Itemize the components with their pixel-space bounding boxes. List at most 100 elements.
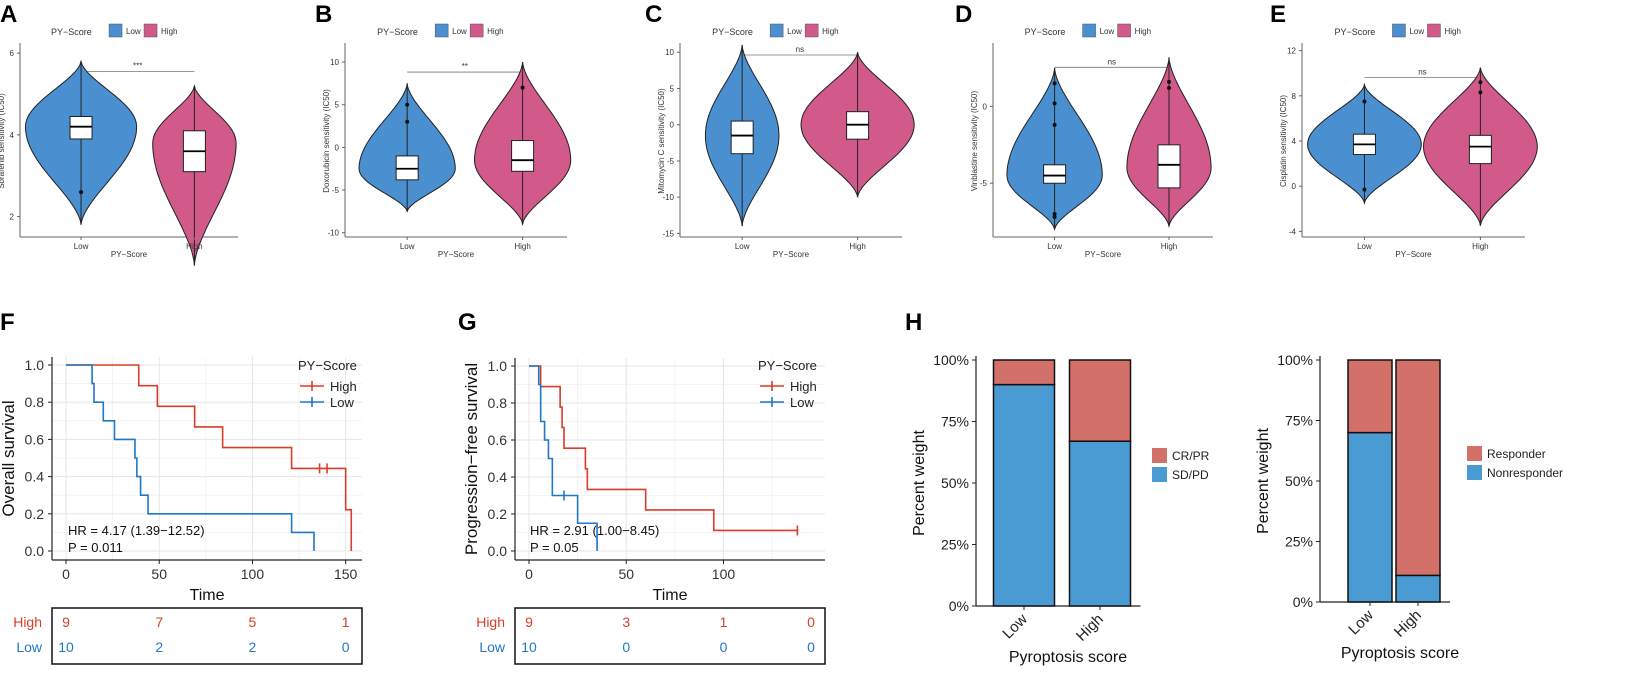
x-tick-label: 150 — [334, 566, 358, 582]
significance-label: ns — [1418, 68, 1426, 77]
legend-label: Low — [790, 395, 814, 410]
x-tick-label: 50 — [618, 566, 634, 582]
panel-label: A — [0, 1, 17, 28]
km-curve-low — [529, 365, 598, 551]
legend-high-label: High — [822, 27, 838, 36]
box-high — [511, 140, 535, 172]
x-tick-label: 100 — [712, 566, 736, 582]
y-tick-label: -15 — [662, 229, 674, 238]
x-tick-label: High — [186, 242, 202, 251]
y-tick-label: 5 — [335, 101, 340, 110]
x-tick-label: Low — [999, 611, 1031, 643]
km-panel-g: G0.00.20.40.60.81.00 50 100TimeProgression… — [458, 309, 826, 665]
y-tick-label: 12 — [1287, 47, 1296, 56]
risk-count: 2 — [249, 639, 257, 655]
y-tick-label: -5 — [667, 157, 675, 166]
y-tick-label: 25% — [1285, 534, 1313, 550]
bar-segment-nonresponder — [1395, 574, 1441, 603]
legend-high-label: High — [487, 27, 503, 36]
legend-swatch — [1467, 465, 1482, 480]
y-axis-title: Progression−free survival — [462, 363, 481, 555]
legend-high-label: High — [1135, 27, 1151, 36]
legend-label: High — [790, 379, 817, 394]
outlier-point — [1052, 101, 1057, 106]
significance-label: ** — [462, 62, 468, 71]
y-tick-label: -5 — [332, 186, 340, 195]
legend-high-swatch — [469, 23, 484, 38]
y-tick-label: 0.2 — [488, 506, 508, 522]
stacked-bar-panel-1: H 0% 25% 50% 75% 100% Percent weight Low High Pyr… — [905, 309, 1210, 666]
legend-low-label: Low — [452, 27, 467, 36]
y-tick-label: 0% — [1293, 594, 1313, 610]
box-low — [69, 115, 93, 140]
risk-table-frame — [51, 607, 363, 665]
km-curve-high — [66, 364, 353, 551]
y-tick-label: 75% — [1285, 413, 1313, 429]
violin-panel-c: C PY−Score Low High -15 -10 -5 0 5 10 Mitomycin C … — [645, 1, 915, 259]
x-axis-title: PY−Score — [773, 250, 810, 259]
bar-segment-nonresponder — [1347, 431, 1393, 603]
y-tick-label: 0 — [1292, 182, 1297, 191]
risk-count: 10 — [521, 639, 537, 655]
y-tick-label: 0 — [670, 121, 675, 130]
outlier-point — [1167, 86, 1171, 91]
y-tick-label: 100% — [1277, 352, 1313, 368]
y-tick-label: 0.0 — [488, 543, 508, 559]
hr-annotation: P = 0.011 — [68, 540, 123, 555]
risk-count: 2 — [155, 639, 163, 655]
y-tick-label: 0.6 — [488, 432, 508, 448]
x-axis-title: Pyroptosis score — [1341, 645, 1459, 662]
outlier-point — [1478, 80, 1483, 85]
y-axis-title: Overall survival — [0, 400, 18, 516]
violin-panel-a: A PY−Score Low High 2 4 6 Sorafenib sensitivity… — [0, 1, 238, 266]
outlier-point — [79, 190, 84, 195]
km-curve-high — [529, 365, 798, 532]
x-tick-label: Low — [1357, 242, 1372, 251]
km-curve-low — [66, 364, 315, 551]
risk-count: 0 — [807, 639, 815, 655]
km-panel-f: F0.00.20.40.60.81.00 50 100 150TimeOverall … — [0, 309, 363, 665]
risk-count: 0 — [342, 639, 350, 655]
panel-label: F — [0, 309, 15, 336]
x-tick-label: Low — [1047, 242, 1062, 251]
legend-low-label: Low — [787, 27, 802, 36]
y-tick-label: 4 — [1292, 137, 1297, 146]
legend-low-label: Low — [126, 27, 141, 36]
legend-label: High — [330, 379, 357, 394]
y-tick-label: 0% — [949, 598, 969, 614]
risk-count: 9 — [525, 614, 533, 630]
y-axis-title: Percent weight — [1255, 428, 1272, 534]
outlier-point — [1362, 99, 1367, 104]
box-high — [1157, 144, 1181, 189]
y-axis-title: Percent weight — [911, 430, 928, 536]
legend-swatch — [1467, 446, 1482, 461]
y-tick-label: 50% — [941, 475, 969, 491]
y-tick-label: 75% — [941, 414, 969, 430]
y-tick-label: -10 — [662, 193, 674, 202]
hr-annotation: P = 0.05 — [530, 540, 579, 555]
legend-label: Low — [330, 395, 354, 410]
risk-count: 5 — [249, 614, 257, 630]
outlier-point — [1167, 79, 1171, 84]
significance-label: ns — [796, 45, 804, 54]
panel-label: H — [905, 309, 922, 336]
significance-label: *** — [133, 61, 142, 70]
y-tick-label: -4 — [1289, 227, 1297, 236]
legend-high-label: High — [161, 27, 177, 36]
y-tick-label: 100% — [933, 352, 969, 368]
panel-label: E — [1270, 1, 1286, 28]
y-tick-label: 0.4 — [25, 469, 45, 485]
x-axis-title: Time — [190, 587, 225, 604]
legend-swatch — [1152, 467, 1167, 482]
outlier-point — [520, 85, 525, 90]
risk-count: 7 — [155, 614, 163, 630]
legend-low-swatch — [1082, 23, 1096, 38]
y-tick-label: 0.0 — [25, 543, 45, 559]
risk-row-label: Low — [16, 639, 43, 655]
x-tick-label: 100 — [241, 566, 265, 582]
risk-count: 3 — [622, 614, 630, 630]
y-axis-title: Mitomycin C sensitivity (IC50) — [657, 88, 666, 194]
y-tick-label: 10 — [330, 58, 339, 67]
risk-row-label: High — [476, 614, 505, 630]
